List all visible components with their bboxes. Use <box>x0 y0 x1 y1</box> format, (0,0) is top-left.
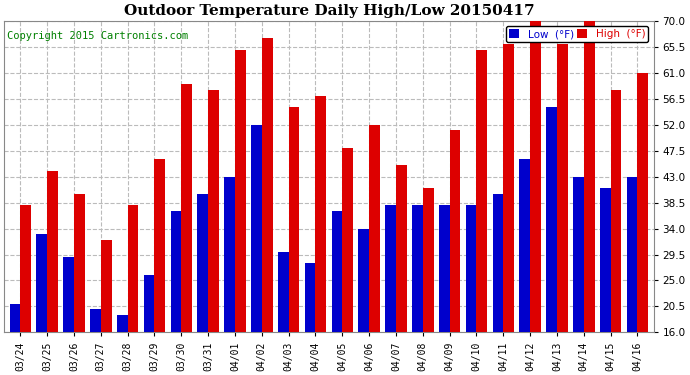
Bar <box>466 206 477 332</box>
Bar <box>520 159 530 332</box>
Bar <box>251 124 262 332</box>
Bar <box>573 177 584 332</box>
Bar <box>546 107 557 332</box>
Bar <box>450 130 460 332</box>
Bar <box>47 171 58 332</box>
Bar <box>385 206 396 332</box>
Bar <box>477 50 487 332</box>
Bar <box>37 234 47 332</box>
Bar <box>557 44 568 332</box>
Bar <box>74 194 85 332</box>
Bar <box>503 44 514 332</box>
Bar <box>611 90 622 332</box>
Bar <box>63 257 74 332</box>
Bar <box>155 159 165 332</box>
Bar <box>170 211 181 332</box>
Bar <box>638 73 648 332</box>
Legend: Low  (°F), High  (°F): Low (°F), High (°F) <box>506 26 649 42</box>
Text: Copyright 2015 Cartronics.com: Copyright 2015 Cartronics.com <box>7 32 188 41</box>
Bar <box>208 90 219 332</box>
Bar <box>315 96 326 332</box>
Bar <box>412 206 423 332</box>
Bar <box>262 38 273 332</box>
Bar <box>423 188 433 332</box>
Bar <box>627 177 638 332</box>
Title: Outdoor Temperature Daily High/Low 20150417: Outdoor Temperature Daily High/Low 20150… <box>124 4 534 18</box>
Bar <box>20 206 31 332</box>
Bar <box>358 228 369 332</box>
Bar <box>224 177 235 332</box>
Bar <box>342 148 353 332</box>
Bar <box>197 194 208 332</box>
Bar <box>396 165 406 332</box>
Bar <box>305 263 315 332</box>
Bar <box>101 240 112 332</box>
Bar <box>584 21 595 332</box>
Bar <box>90 309 101 332</box>
Bar <box>117 315 128 332</box>
Bar <box>181 84 192 332</box>
Bar <box>278 252 288 332</box>
Bar <box>288 107 299 332</box>
Bar <box>600 188 611 332</box>
Bar <box>128 206 138 332</box>
Bar <box>144 275 155 332</box>
Bar <box>331 211 342 332</box>
Bar <box>439 206 450 332</box>
Bar <box>10 304 20 332</box>
Bar <box>530 21 541 332</box>
Bar <box>493 194 503 332</box>
Bar <box>235 50 246 332</box>
Bar <box>369 124 380 332</box>
